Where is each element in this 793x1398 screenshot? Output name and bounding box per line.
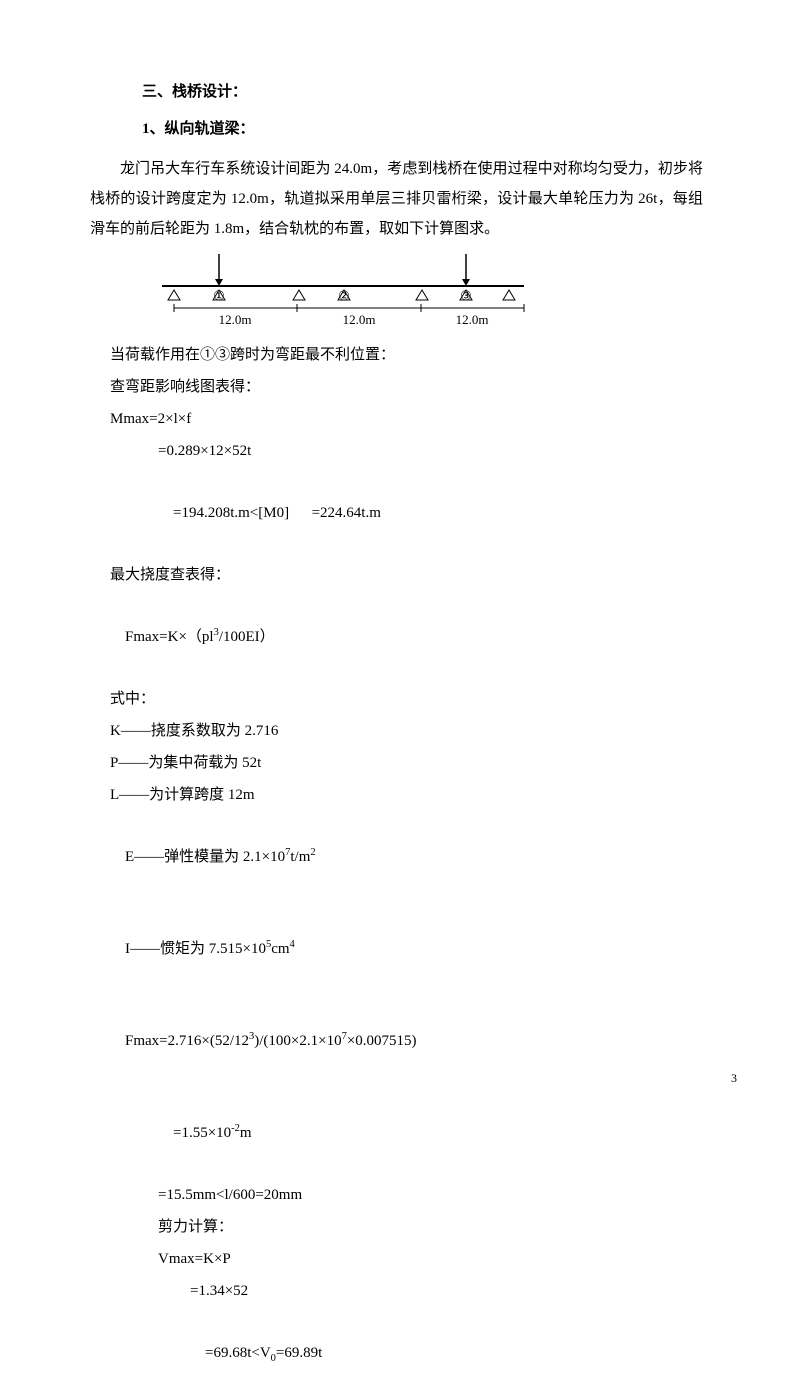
formula-part: Fmax=2.716×(52/12 — [125, 1033, 249, 1049]
superscript: 2 — [310, 847, 315, 858]
definition-line: E——弹性模量为 2.1×107t/m2 — [110, 812, 703, 902]
page: 三、栈桥设计： 1、纵向轨道梁： 龙门吊大车行车系统设计间距为 24.0m，考虑… — [0, 0, 793, 1122]
definition-line: P——为集中荷载为 52t — [110, 748, 703, 778]
formula-part: I——惯矩为 7.515×10 — [125, 941, 266, 957]
formula-part: =194.208t.m<[M0] — [173, 505, 289, 521]
page-number: 3 — [731, 1071, 737, 1086]
text-line: 最大挠度查表得： — [110, 560, 703, 590]
formula-part: m — [240, 1125, 252, 1141]
formula-part: E——弹性模量为 2.1×10 — [125, 849, 285, 865]
formula-spacer — [289, 505, 312, 521]
formula-line: Vmax=K×P — [158, 1244, 703, 1274]
formula-part: =69.68t<V — [205, 1345, 271, 1361]
formula-line: =194.208t.m<[M0] =224.64t.m — [158, 468, 703, 558]
definition-line: L——为计算跨度 12m — [110, 780, 703, 810]
formula-line: =0.289×12×52t — [158, 436, 703, 466]
formula-line: Fmax=K×（pl3/100EI） — [110, 592, 703, 682]
svg-text:12.0m: 12.0m — [219, 312, 252, 327]
text-line: 查弯距影响线图表得： — [110, 372, 703, 402]
definition-line: I——惯矩为 7.515×105cm4 — [110, 904, 703, 994]
formula-part: ×0.007515) — [347, 1033, 417, 1049]
subsection-heading: 1、纵向轨道梁： — [142, 119, 703, 140]
formula-line: Mmax=2×l×f — [110, 404, 703, 434]
formula-part: /100EI） — [219, 629, 275, 645]
text-line: 当荷载作用在①③跨时为弯距最不利位置： — [110, 340, 703, 370]
svg-text:①: ① — [213, 288, 225, 303]
formula-line: Fmax=2.716×(52/123)/(100×2.1×107×0.00751… — [110, 996, 703, 1086]
svg-text:12.0m: 12.0m — [343, 312, 376, 327]
formula-part: =224.64t.m — [312, 505, 381, 521]
formula-part: =1.55×10 — [173, 1125, 231, 1141]
svg-text:③: ③ — [460, 288, 472, 303]
formula-part: cm — [271, 941, 289, 957]
formula-part: t/m — [290, 849, 310, 865]
section-heading: 三、栈桥设计： — [142, 82, 703, 103]
formula-line: =69.68t<V0=69.89t — [190, 1308, 703, 1398]
superscript: -2 — [231, 1123, 240, 1134]
svg-text:②: ② — [338, 288, 350, 303]
formula-line: =1.55×10-2m — [158, 1088, 703, 1178]
superscript: 4 — [290, 939, 295, 950]
text-line: 剪力计算： — [158, 1212, 703, 1242]
formula-line: =1.34×52 — [190, 1276, 703, 1306]
formula-part: )/(100×2.1×10 — [254, 1033, 341, 1049]
formula-line: =15.5mm<l/600=20mm — [158, 1180, 703, 1210]
body-paragraph: 龙门吊大车行车系统设计间距为 24.0m，考虑到栈桥在使用过程中对称均匀受力，初… — [90, 154, 703, 244]
text-line: 式中： — [110, 684, 703, 714]
formula-part: =69.89t — [276, 1345, 322, 1361]
beam-diagram: ① ② ③ 12.0m 12.0m 12.0m — [154, 254, 554, 332]
formula-part: Fmax=K×（pl — [125, 629, 214, 645]
svg-text:12.0m: 12.0m — [456, 312, 489, 327]
definition-line: K——挠度系数取为 2.716 — [110, 716, 703, 746]
